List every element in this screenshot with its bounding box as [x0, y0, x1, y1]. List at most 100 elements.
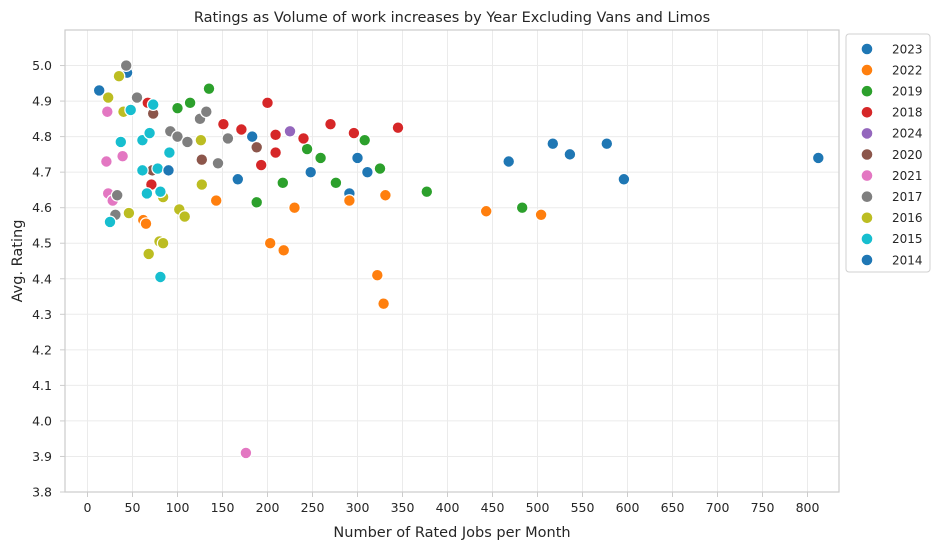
series-2024: [283, 124, 297, 138]
y-tick-label: 3.9: [32, 449, 52, 464]
legend-label: 2014: [892, 253, 923, 267]
data-point: [534, 208, 548, 222]
data-point: [221, 131, 235, 145]
data-point: [347, 126, 361, 140]
data-point: [140, 187, 154, 200]
legend-item-2024: 2024: [860, 127, 923, 141]
data-point: [269, 128, 283, 142]
data-point: [297, 131, 310, 145]
legend: 2023 2022 2019 2018 2024 2020 2021 2017 2016 2015…: [845, 33, 931, 273]
legend-label: 2015: [892, 232, 923, 246]
data-point: [479, 204, 493, 218]
data-point: [100, 105, 114, 119]
legend-item-2017: 2017: [860, 190, 923, 204]
series-2015: [103, 98, 176, 284]
y-tick-label: 4.4: [32, 271, 52, 286]
x-tick-label: 300: [346, 500, 370, 515]
x-tick-label: 200: [256, 500, 280, 515]
data-point: [276, 176, 290, 190]
data-point: [139, 217, 153, 231]
y-tick-label: 3.8: [32, 485, 52, 500]
data-point: [377, 297, 391, 311]
data-point: [600, 137, 614, 151]
legend-item-2016: 2016: [860, 211, 923, 225]
legend-marker: [860, 148, 874, 161]
data-point: [143, 126, 157, 140]
y-tick-label: 4.1: [32, 378, 52, 393]
series-2019: [171, 82, 529, 215]
data-point: [202, 82, 216, 96]
legend-marker: [860, 106, 874, 119]
data-point: [151, 162, 165, 176]
series-2022: [136, 188, 548, 311]
data-point: [324, 117, 337, 131]
legend-item-2020: 2020: [860, 148, 923, 162]
x-tick-label: 150: [211, 500, 235, 515]
legend-marker: [860, 253, 874, 267]
data-point: [124, 103, 138, 117]
data-point: [142, 247, 156, 261]
legend-item-2018: 2018: [860, 106, 923, 120]
y-tick-label: 4.9: [32, 94, 52, 109]
x-tick-label: 500: [526, 500, 550, 515]
legend-item-2021: 2021: [860, 169, 923, 183]
data-point: [112, 69, 126, 83]
data-point: [343, 194, 356, 207]
data-point: [361, 165, 374, 179]
data-point: [288, 201, 301, 215]
legend-marker: [860, 127, 874, 140]
data-point: [351, 151, 364, 165]
x-tick-label: 450: [481, 500, 505, 515]
legend-marker: [860, 84, 874, 98]
y-tick-label: 5.0: [32, 58, 52, 73]
x-tick-label: 550: [571, 500, 595, 515]
data-point: [178, 210, 192, 223]
series-2014: [162, 163, 175, 177]
data-point: [130, 91, 144, 104]
data-point: [239, 446, 253, 460]
data-point: [546, 137, 560, 151]
legend-label: 2020: [892, 148, 923, 162]
x-axis-ticks: 0 50 100 150 200 250 300 350 400 450 500 550 600 650 7…: [84, 492, 819, 515]
y-axis-label: Avg. Rating: [10, 220, 26, 303]
data-point: [420, 185, 434, 199]
data-point: [254, 158, 268, 172]
data-point: [146, 98, 160, 112]
legend-label: 2016: [892, 211, 923, 225]
y-tick-label: 4.6: [32, 200, 52, 215]
data-point: [183, 96, 197, 110]
legend-marker: [860, 190, 874, 203]
y-tick-label: 4.8: [32, 129, 52, 144]
data-point: [379, 188, 392, 202]
data-point: [114, 135, 128, 149]
data-point: [135, 163, 149, 177]
data-point: [171, 101, 184, 115]
x-tick-label: 750: [751, 500, 775, 515]
data-point: [263, 236, 277, 250]
legend-marker: [860, 211, 874, 225]
legend-item-2022: 2022: [860, 63, 923, 77]
data-point: [199, 105, 213, 119]
y-tick-label: 4.7: [32, 165, 52, 180]
x-tick-label: 700: [706, 500, 730, 515]
chart-title: Ratings as Volume of work increases by Y…: [194, 10, 710, 26]
data-point: [180, 135, 194, 149]
data-point: [300, 142, 314, 156]
data-point: [250, 140, 264, 154]
x-tick-label: 350: [391, 500, 415, 515]
data-point: [277, 243, 291, 257]
series-2018: [141, 96, 405, 191]
legend-label: 2019: [892, 85, 923, 99]
x-tick-label: 100: [166, 500, 190, 515]
data-point: [195, 153, 209, 167]
data-point: [153, 185, 167, 199]
data-point: [329, 176, 343, 190]
data-point: [103, 215, 117, 229]
data-point: [195, 178, 209, 191]
data-point: [811, 151, 825, 165]
legend-item-2023: 2023: [860, 42, 923, 56]
data-points: [92, 59, 825, 460]
data-point: [261, 96, 274, 110]
